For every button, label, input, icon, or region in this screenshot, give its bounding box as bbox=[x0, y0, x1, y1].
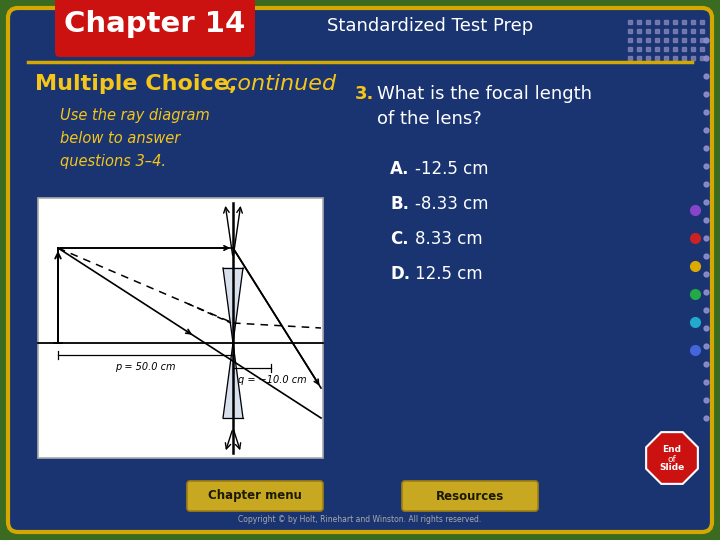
Text: B.: B. bbox=[390, 195, 409, 213]
Text: D.: D. bbox=[390, 265, 410, 283]
Text: -8.33 cm: -8.33 cm bbox=[415, 195, 488, 213]
Text: Chapter 14: Chapter 14 bbox=[64, 10, 246, 38]
Text: 8.33 cm: 8.33 cm bbox=[415, 230, 482, 248]
Text: continued: continued bbox=[218, 74, 336, 94]
FancyBboxPatch shape bbox=[55, 0, 255, 57]
Text: Slide: Slide bbox=[660, 463, 685, 472]
Text: Copyright © by Holt, Rinehart and Winston. All rights reserved.: Copyright © by Holt, Rinehart and Winsto… bbox=[238, 516, 482, 524]
Text: of: of bbox=[667, 455, 676, 463]
Text: Use the ray diagram
below to answer
questions 3–4.: Use the ray diagram below to answer ques… bbox=[60, 108, 210, 168]
FancyBboxPatch shape bbox=[402, 481, 538, 511]
Text: 12.5 cm: 12.5 cm bbox=[415, 265, 482, 283]
Text: Multiple Choice,: Multiple Choice, bbox=[35, 74, 238, 94]
Text: C.: C. bbox=[390, 230, 409, 248]
Text: -12.5 cm: -12.5 cm bbox=[415, 160, 488, 178]
Text: q = −10.0 cm: q = −10.0 cm bbox=[238, 375, 307, 385]
FancyBboxPatch shape bbox=[38, 198, 323, 458]
Text: Standardized Test Prep: Standardized Test Prep bbox=[327, 17, 533, 35]
FancyBboxPatch shape bbox=[187, 481, 323, 511]
Text: Resources: Resources bbox=[436, 489, 504, 503]
Text: What is the focal length
of the lens?: What is the focal length of the lens? bbox=[377, 85, 592, 128]
Text: A.: A. bbox=[390, 160, 410, 178]
Text: p = 50.0 cm: p = 50.0 cm bbox=[115, 362, 176, 372]
Text: 3.: 3. bbox=[355, 85, 374, 103]
Text: End: End bbox=[662, 446, 682, 455]
Polygon shape bbox=[223, 268, 243, 418]
Text: Chapter menu: Chapter menu bbox=[208, 489, 302, 503]
FancyBboxPatch shape bbox=[8, 8, 712, 532]
